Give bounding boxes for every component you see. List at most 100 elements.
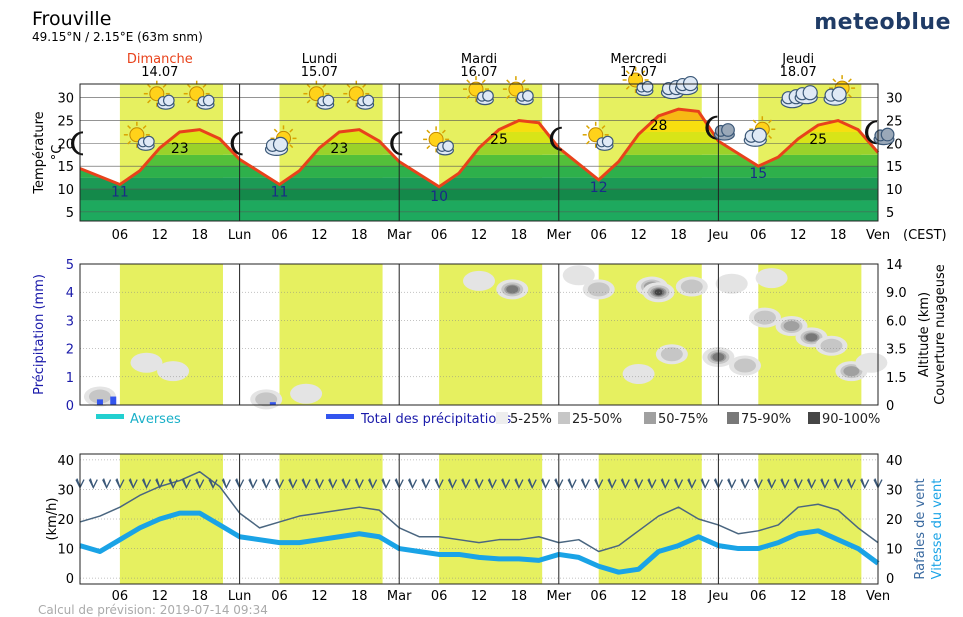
- x-tick-label: 06: [112, 228, 129, 243]
- cloud-blob: [562, 265, 595, 286]
- sun-ray: [625, 85, 630, 90]
- x-tick-label: 12: [152, 228, 169, 243]
- wind-direction-arrow: [860, 478, 870, 489]
- x-tick-label: 06: [750, 589, 767, 604]
- x-tick-label: 12: [630, 228, 647, 243]
- moon-shape: [549, 126, 562, 151]
- cloud-part: [880, 127, 895, 142]
- cloud-part: [482, 90, 494, 102]
- legend-showers: Averses: [130, 412, 181, 427]
- wind-direction-arrow: [421, 478, 431, 489]
- wind-ytick-right: 20: [886, 513, 903, 528]
- sun-ray: [289, 128, 294, 133]
- wind-direction-arrow: [354, 478, 364, 489]
- moon-icon: [390, 131, 403, 156]
- day-date: 17.07: [620, 65, 657, 80]
- cloud-blob: [463, 270, 495, 291]
- day-name: Mercredi: [610, 52, 666, 67]
- altitude-ytick: 1.5: [886, 371, 907, 386]
- temp-ytick-left: 30: [57, 92, 74, 107]
- cloud-blob: [622, 363, 655, 384]
- temp-ytick-left: 5: [66, 206, 74, 221]
- gust-axis-label: Rafales de vent: [913, 478, 928, 579]
- temp-min-label: 11: [111, 184, 129, 200]
- wind-direction-arrow: [141, 478, 152, 489]
- panel-frame: [79, 453, 879, 585]
- sun-ray: [768, 119, 773, 124]
- location-name: Frouville: [32, 8, 112, 30]
- daylight-band: [439, 454, 543, 584]
- wind-direction-arrow: [341, 478, 351, 489]
- wind-direction-arrow: [102, 478, 112, 489]
- wind-direction-arrow: [474, 478, 484, 489]
- temp-color-band: [80, 200, 878, 221]
- cloud-part: [322, 94, 335, 107]
- panel-frame: [79, 263, 879, 406]
- wind-direction-arrow: [221, 478, 231, 489]
- legend-cloud-label: 50-75%: [658, 412, 708, 427]
- x-tick-label: Mar: [387, 228, 412, 243]
- temp-ytick-left: 20: [57, 137, 74, 152]
- cloud-part: [162, 94, 175, 107]
- day-name: Jeudi: [781, 52, 814, 67]
- temp-ytick-right: 5: [886, 206, 894, 221]
- day-date: 14.07: [141, 65, 178, 80]
- wind-direction-arrow: [274, 478, 285, 489]
- legend-total-swatch: [326, 414, 354, 419]
- sun-ray: [142, 125, 147, 129]
- temp-ytick-left: 15: [57, 160, 74, 175]
- wind-direction-arrow: [767, 478, 777, 489]
- legend-cloud-swatch: [496, 412, 508, 424]
- wind-direction-arrow: [288, 478, 298, 489]
- wind-direction-arrow: [155, 478, 165, 489]
- wind-ytick-left: 0: [66, 572, 74, 587]
- wind-direction-arrow: [753, 478, 763, 489]
- x-tick-label: Ven: [866, 228, 890, 243]
- sun-ray: [186, 83, 191, 88]
- wind-direction-arrow: [793, 478, 803, 489]
- x-tick-label: 12: [311, 589, 328, 604]
- sun-ray: [847, 78, 852, 83]
- sun-ray: [506, 79, 511, 84]
- x-tick-label: 18: [670, 589, 687, 604]
- wind-direction-arrow: [540, 478, 551, 489]
- cloud-blob: [783, 321, 800, 332]
- wind-direction-arrow: [301, 478, 311, 489]
- x-tick-label: 06: [590, 228, 607, 243]
- cloud-sun-icon: [743, 116, 776, 147]
- cloud-blob: [753, 310, 776, 325]
- legend-showers-swatch: [96, 414, 124, 419]
- wind-ytick-right: 40: [886, 454, 903, 469]
- temp-ytick-right: 30: [886, 92, 903, 107]
- x-tick-label: 18: [511, 228, 528, 243]
- wind-direction-arrow: [487, 478, 497, 489]
- wind-direction-arrow: [780, 478, 790, 489]
- wind-direction-arrow: [634, 478, 644, 489]
- temp-ylabel: Température: [32, 111, 47, 194]
- precip-bar: [110, 396, 117, 405]
- forecast-timestamp: Calcul de prévision: 2019-07-14 09:34: [38, 603, 268, 617]
- cloud-part: [641, 80, 654, 93]
- x-tick-label: Mer: [547, 228, 572, 243]
- cloud-part: [522, 90, 534, 102]
- temp-color-band: [80, 177, 878, 190]
- temp-color-band: [80, 189, 878, 201]
- precip-ylabel: Précipitation (mm): [32, 274, 47, 395]
- wind-ytick-left: 30: [57, 483, 74, 498]
- meteoblue-logo[interactable]: meteoblue: [814, 10, 951, 35]
- wind-direction-arrow: [501, 478, 511, 489]
- day-name: Lundi: [302, 52, 337, 67]
- x-tick-label: 12: [311, 228, 328, 243]
- cloud-blob: [805, 333, 818, 342]
- sun-cloud-icon: [423, 126, 454, 156]
- temp-max-label: 23: [171, 141, 189, 157]
- sun-ray: [346, 99, 351, 104]
- cloud-blob: [734, 358, 756, 373]
- wind-direction-arrow: [514, 478, 524, 489]
- wind-direction-arrow: [700, 478, 710, 489]
- cloud-blob: [290, 383, 323, 404]
- sun-ray: [147, 99, 151, 104]
- sun-ray: [641, 70, 646, 75]
- x-tick-label: Mer: [547, 589, 572, 604]
